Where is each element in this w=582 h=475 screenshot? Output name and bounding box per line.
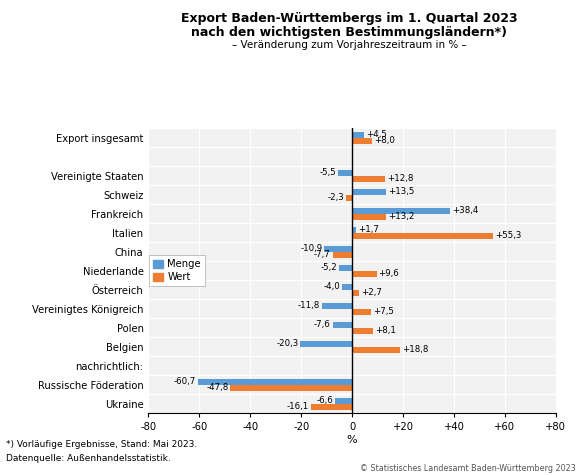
Bar [352,271,377,277]
Text: -20,3: -20,3 [276,339,299,348]
Text: – Veränderung zum Vorjahreszeitraum in % –: – Veränderung zum Vorjahreszeitraum in %… [232,40,467,50]
Text: +2,7: +2,7 [361,288,382,297]
Text: -47,8: -47,8 [206,383,228,392]
Text: -60,7: -60,7 [173,377,196,386]
Text: +9,6: +9,6 [378,269,399,278]
Text: -11,8: -11,8 [298,301,320,310]
Bar [352,328,372,334]
Text: +8,0: +8,0 [375,136,395,145]
Text: *) Vorläufige Ergebnisse, Stand: Mai 2023.: *) Vorläufige Ergebnisse, Stand: Mai 202… [6,440,197,449]
Text: -5,5: -5,5 [320,168,336,177]
Text: -16,1: -16,1 [287,402,309,411]
Text: Datenquelle: Außenhandelsstatistik.: Datenquelle: Außenhandelsstatistik. [6,454,171,463]
Bar [322,303,352,309]
Text: © Statistisches Landesamt Baden-Württemberg 2023: © Statistisches Landesamt Baden-Württemb… [360,464,576,473]
Bar [335,398,352,404]
Bar [352,189,386,195]
Bar [339,265,352,271]
Text: -4,0: -4,0 [323,282,340,291]
Bar [197,379,352,385]
Text: Export Baden-Württembergs im 1. Quartal 2023: Export Baden-Württembergs im 1. Quartal … [181,12,517,25]
Bar [300,341,352,347]
Bar [333,322,352,328]
Bar [311,404,352,410]
Bar [352,176,385,182]
Text: +8,1: +8,1 [375,326,396,335]
Text: -6,6: -6,6 [317,396,333,405]
Text: -2,3: -2,3 [328,193,344,202]
Text: +7,5: +7,5 [373,307,394,316]
Text: -5,2: -5,2 [320,263,337,272]
Text: +13,5: +13,5 [389,187,415,196]
Bar [352,214,386,220]
Text: +55,3: +55,3 [495,231,521,240]
Bar [324,246,352,252]
X-axis label: %: % [347,435,357,445]
Bar [352,227,356,233]
Bar [338,170,352,176]
Text: -10,9: -10,9 [300,244,322,253]
Bar [352,138,372,144]
Bar [352,233,493,239]
Text: +18,8: +18,8 [402,345,428,354]
Bar [332,252,352,258]
Text: -7,6: -7,6 [314,320,331,329]
Text: +13,2: +13,2 [388,212,414,221]
Text: +1,7: +1,7 [359,225,379,234]
Bar [342,284,352,290]
Bar [352,290,359,296]
Text: +4,5: +4,5 [365,130,386,139]
Text: nach den wichtigsten Bestimmungsländern*): nach den wichtigsten Bestimmungsländern*… [191,26,507,39]
Bar [230,385,352,391]
Text: +12,8: +12,8 [387,174,413,183]
Text: +38,4: +38,4 [452,206,478,215]
Text: -7,7: -7,7 [314,250,331,259]
Bar [352,309,371,315]
Bar [346,195,352,201]
Bar [352,347,400,353]
Bar [352,132,364,138]
Legend: Menge, Wert: Menge, Wert [150,255,205,286]
Bar [352,208,450,214]
